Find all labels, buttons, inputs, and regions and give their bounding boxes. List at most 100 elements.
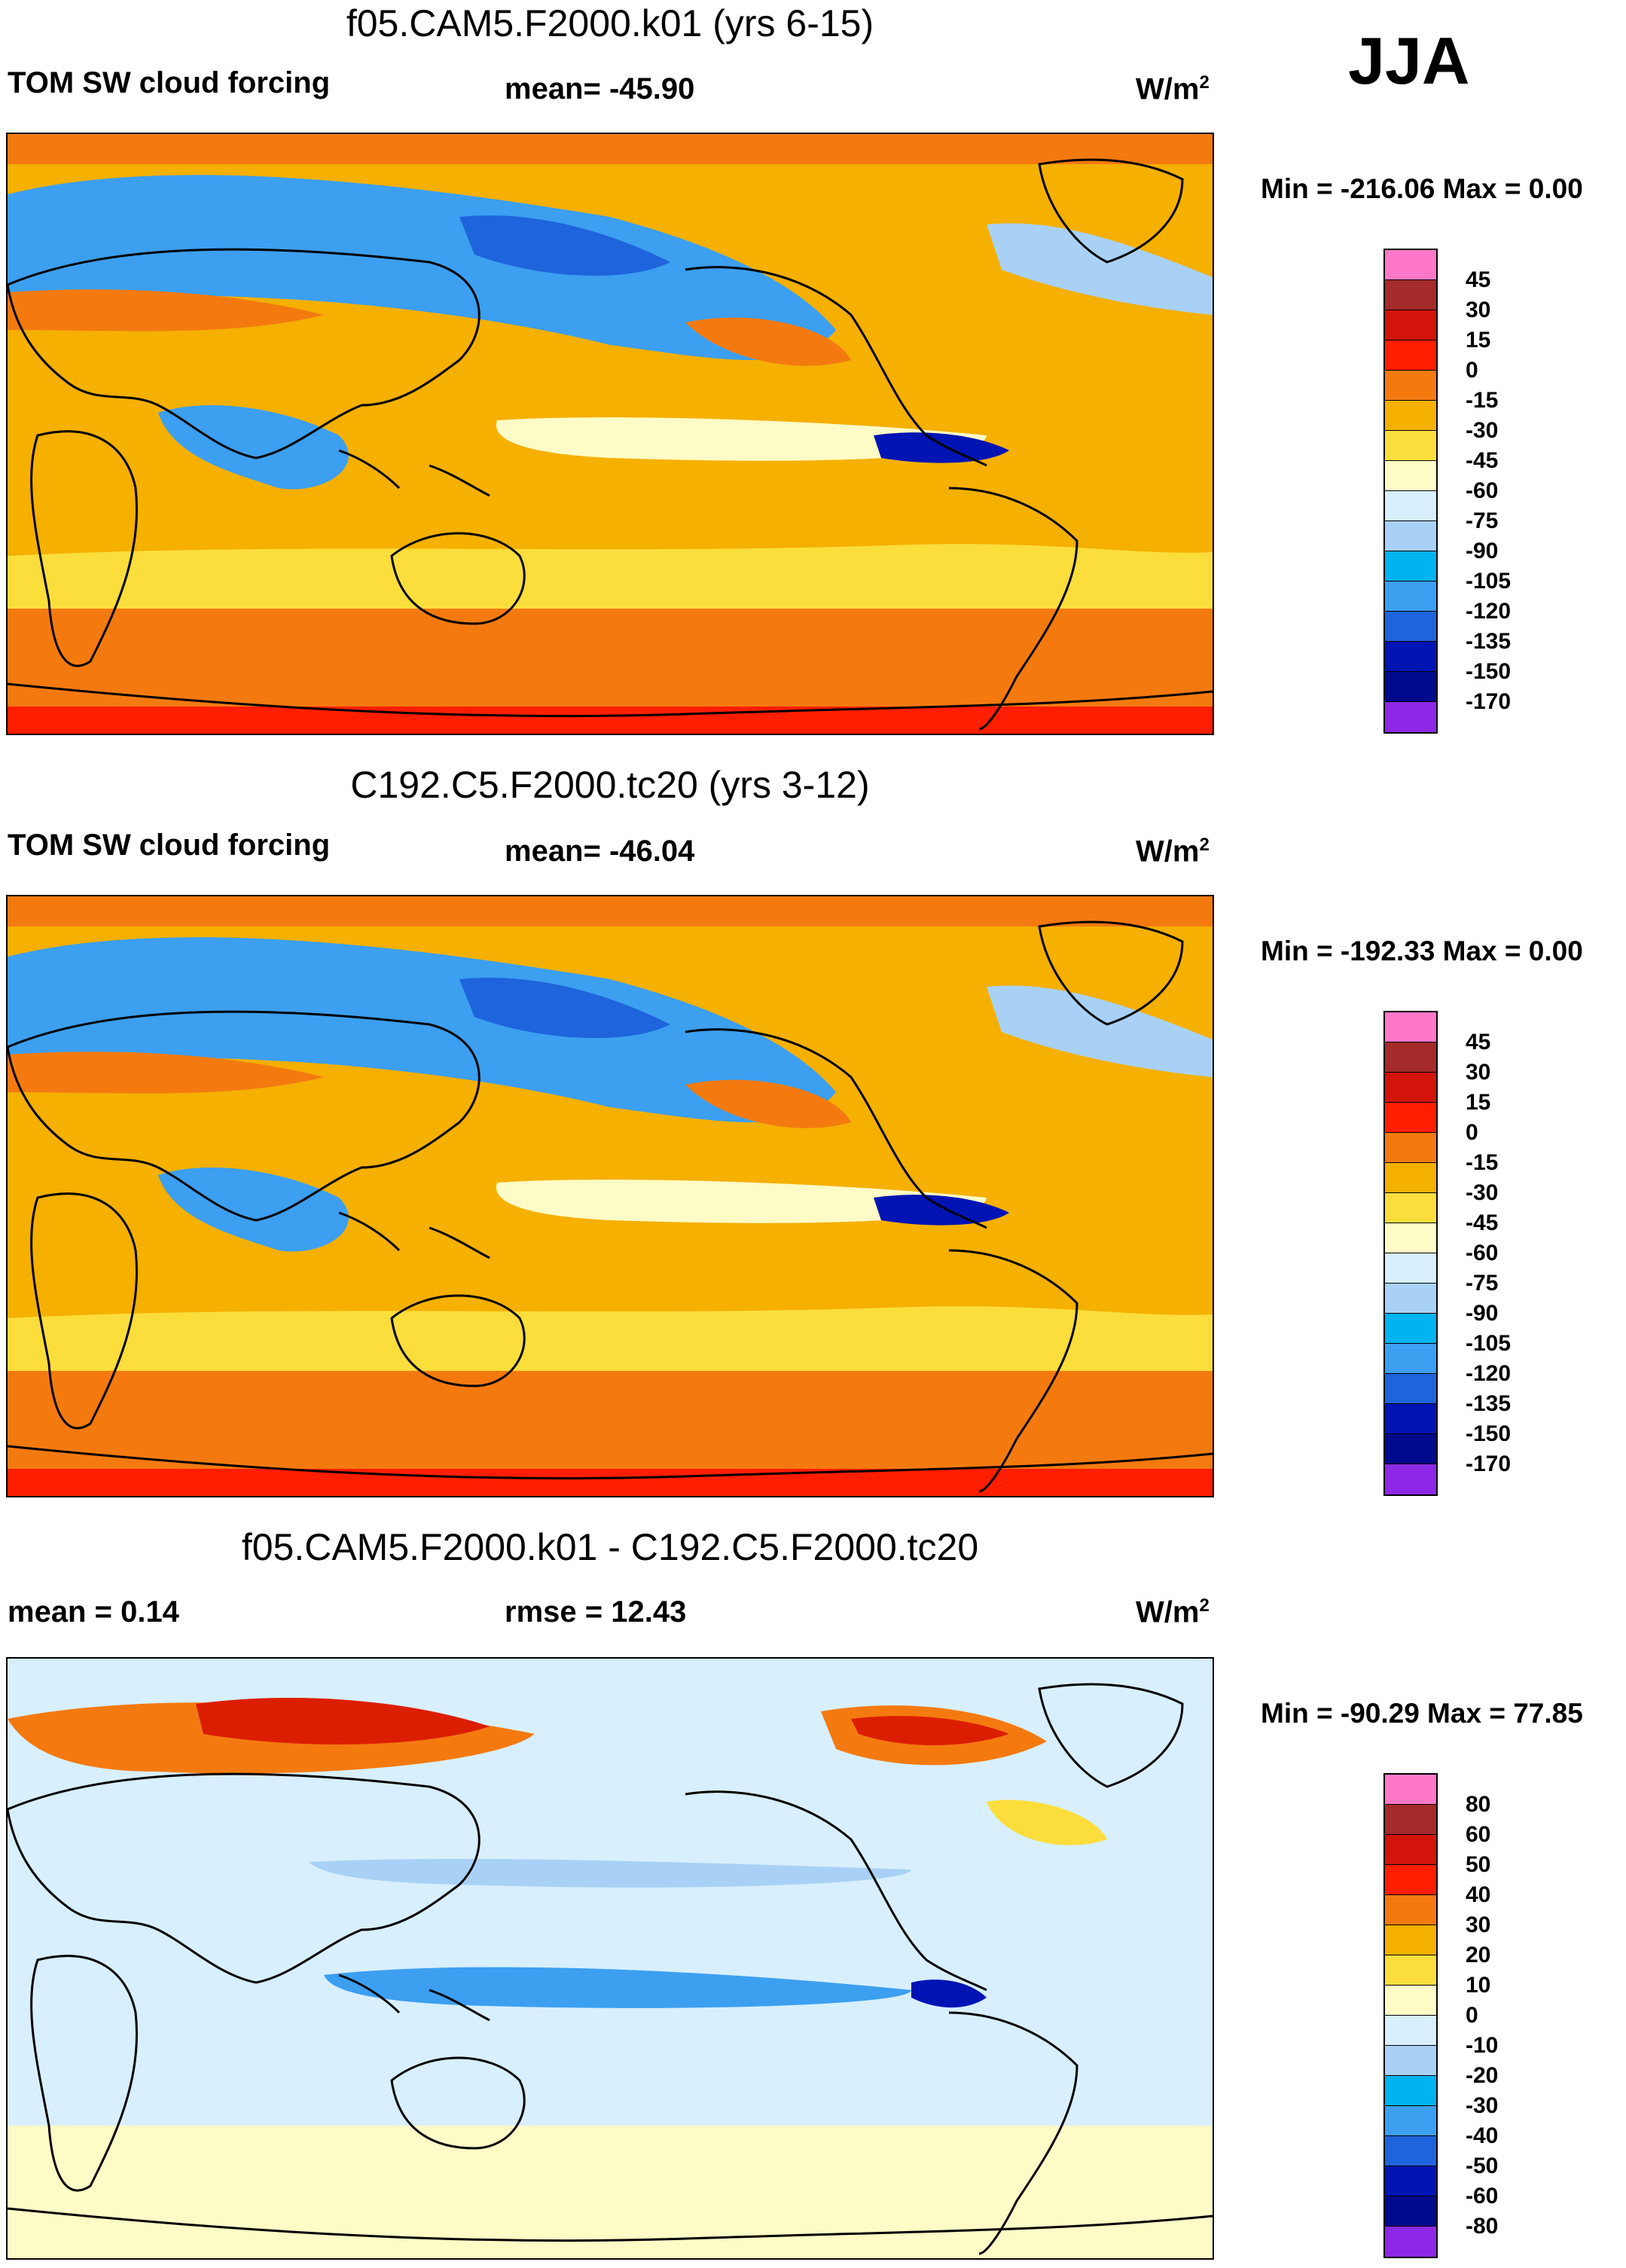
north-atlantic-cloud-band — [987, 223, 1213, 315]
colorbar-swatch — [1385, 491, 1436, 521]
coastline — [8, 1445, 1213, 1480]
colorbar-swatch — [1385, 2227, 1436, 2257]
colorbar-swatch — [1385, 1223, 1436, 1253]
subtropical-band — [8, 544, 1213, 609]
colorbar-tick-label: 30 — [1466, 1060, 1491, 1085]
colorbar-swatch — [1385, 1103, 1436, 1133]
panel-2-variable-label: TOM SW cloud forcing — [8, 829, 331, 862]
panel-3-map — [6, 1657, 1214, 2260]
coastline — [1038, 158, 1184, 264]
colorbar-swatch — [1385, 1012, 1436, 1042]
antarctic-band — [8, 707, 1213, 734]
colorbar-swatch — [1385, 1895, 1436, 1925]
colorbar-swatch — [1385, 2136, 1436, 2166]
colorbar-swatch — [1385, 461, 1436, 491]
panel-1-title: f05.CAM5.F2000.k01 (yrs 6-15) — [346, 2, 874, 44]
itcz-pale-band — [496, 417, 987, 461]
north-america-warm-core — [851, 1716, 1009, 1745]
colorbar-swatch — [1385, 1073, 1436, 1103]
colorbar-tick-label: 15 — [1466, 1090, 1491, 1115]
colorbar-swatch — [1385, 2016, 1436, 2046]
coastline — [8, 1772, 480, 1984]
pacific-cool-band — [309, 1858, 911, 1888]
colorbar-tick-label: -60 — [1466, 478, 1499, 503]
colorbar-tick-label: -40 — [1466, 2123, 1499, 2148]
north-pacific-cloud-core — [459, 978, 670, 1039]
colorbar-tick-label: -170 — [1466, 689, 1512, 714]
itcz-cloud-core — [874, 1195, 1009, 1226]
panel-1-minmax: Min = -216.06 Max = 0.00 — [1261, 173, 1583, 204]
subtropical-pacific-region — [685, 317, 851, 366]
coastline — [30, 430, 139, 667]
colorbar-tick-label: -90 — [1466, 1301, 1499, 1326]
colorbar-swatch — [1385, 1955, 1436, 1986]
arctic-band — [8, 134, 1213, 164]
coastline — [8, 248, 480, 459]
panel-2-colorbar — [1383, 1011, 1438, 1496]
colorbar-tick-label: 80 — [1466, 1792, 1491, 1817]
colorbar-tick-label: 30 — [1466, 1912, 1491, 1937]
colorbar-tick-label: 50 — [1466, 1852, 1491, 1877]
panel-2-mean-label: mean= -46.04 — [505, 835, 695, 868]
colorbar-swatch — [1385, 1193, 1436, 1223]
coastline — [1038, 1683, 1184, 1788]
colorbar-tick-label: -20 — [1466, 2063, 1499, 2088]
colorbar-tick-label: 40 — [1466, 1882, 1491, 1907]
sahara-warm-region — [8, 289, 324, 331]
north-atlantic-cloud-band — [987, 985, 1213, 1077]
colorbar-swatch — [1385, 2196, 1436, 2227]
asia-monsoon-cloud — [158, 1168, 349, 1252]
colorbar-tick-label: -45 — [1466, 448, 1499, 473]
colorbar-swatch — [1385, 1133, 1436, 1163]
north-pacific-cloud-band — [8, 175, 836, 360]
colorbar-tick-label: 0 — [1466, 1120, 1478, 1145]
colorbar-swatch — [1385, 672, 1436, 702]
coastline — [1038, 920, 1184, 1026]
colorbar-swatch — [1385, 581, 1436, 612]
colorbar-swatch — [1385, 310, 1436, 340]
colorbar-tick-label: 15 — [1466, 328, 1491, 353]
colorbar-tick-label: -150 — [1466, 659, 1512, 684]
panel-2-title: C192.C5.F2000.tc20 (yrs 3-12) — [350, 764, 870, 806]
colorbar-swatch — [1385, 401, 1436, 431]
colorbar-tick-label: -30 — [1466, 418, 1499, 443]
colorbar-tick-label: -135 — [1466, 629, 1512, 654]
colorbar-swatch — [1385, 1163, 1436, 1193]
panel-3-colorbar — [1383, 1773, 1438, 2258]
colorbar-tick-label: -150 — [1466, 1421, 1512, 1446]
coastline — [685, 1028, 987, 1229]
panel-1-map — [6, 133, 1214, 735]
season-label: JJA — [1348, 23, 1470, 98]
colorbar-swatch — [1385, 551, 1436, 581]
colorbar-swatch — [1385, 1404, 1436, 1434]
colorbar-tick-label: 0 — [1466, 2003, 1478, 2028]
colorbar-tick-label: -45 — [1466, 1210, 1499, 1235]
colorbar-tick-label: -120 — [1466, 1361, 1512, 1386]
subtropical-band — [8, 1306, 1213, 1371]
colorbar-tick-label: -170 — [1466, 1451, 1512, 1476]
colorbar-swatch — [1385, 1986, 1436, 2016]
panel-3-rmse-label: rmse = 12.43 — [505, 1595, 687, 1629]
itcz-pale-band — [496, 1180, 987, 1223]
asia-monsoon-cloud — [158, 405, 349, 490]
colorbar-tick-label: -60 — [1466, 2184, 1499, 2208]
coastline — [390, 1294, 526, 1387]
coastline — [390, 532, 526, 625]
itcz-cloud-core — [874, 432, 1009, 463]
colorbar-swatch — [1385, 1835, 1436, 1865]
coastline — [30, 1192, 139, 1430]
colorbar-swatch — [1385, 250, 1436, 280]
north-pacific-cloud-core — [459, 215, 670, 276]
colorbar-tick-label: 60 — [1466, 1822, 1491, 1847]
colorbar-tick-label: -30 — [1466, 2093, 1499, 2118]
colorbar-swatch — [1385, 642, 1436, 672]
colorbar-swatch — [1385, 1284, 1436, 1314]
panel-1-units: W/m2 — [1136, 72, 1210, 106]
coastline — [338, 1973, 490, 2022]
colorbar-swatch — [1385, 371, 1436, 401]
colorbar-swatch — [1385, 1374, 1436, 1404]
colorbar-tick-label: -80 — [1466, 2214, 1499, 2239]
coastline — [30, 1955, 139, 2192]
colorbar-swatch — [1385, 1805, 1436, 1835]
coastline — [390, 2056, 526, 2150]
